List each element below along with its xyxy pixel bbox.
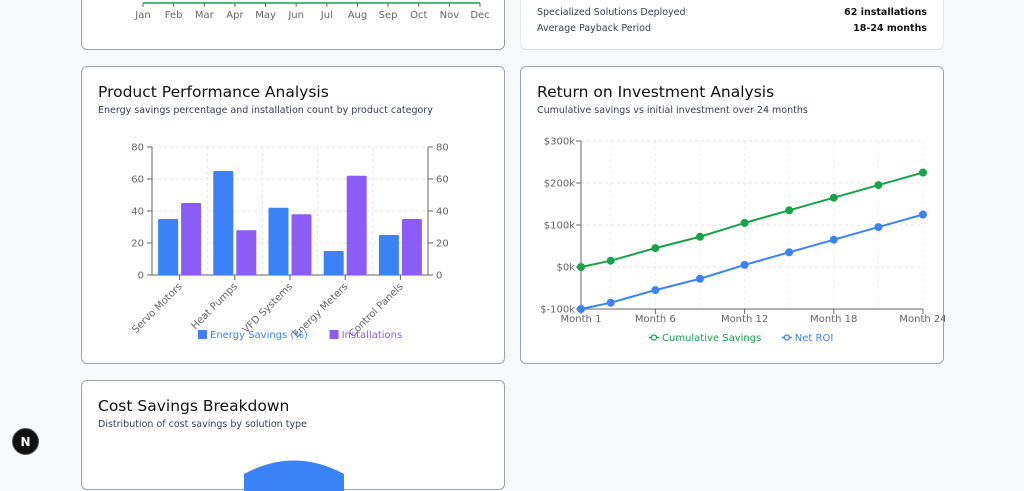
x-tick-label: Servo Motors [130, 281, 184, 335]
data-point[interactable] [874, 223, 882, 231]
x-tick-label: Sep [379, 10, 398, 21]
legend-marker [652, 335, 657, 340]
y-tick-label-left: 80 [131, 143, 144, 154]
legend-label[interactable]: Energy Savings (%) [210, 330, 308, 341]
data-point[interactable] [607, 257, 615, 265]
x-tick-label: Month 18 [810, 314, 857, 325]
bar[interactable] [379, 235, 399, 275]
x-tick-label: Feb [165, 10, 183, 21]
data-point[interactable] [830, 236, 838, 244]
x-tick-label: Month 24 [899, 314, 945, 325]
data-point[interactable] [741, 261, 749, 269]
pie-slice [244, 461, 344, 491]
cost-pie-chart [82, 381, 506, 491]
y-tick-label: $300k [544, 137, 575, 148]
x-tick-label: Aug [348, 10, 368, 21]
x-tick-label: Mar [195, 10, 215, 21]
x-tick-label: Heat Pumps [189, 281, 239, 331]
stat-row-solutions: Specialized Solutions Deployed 62 instal… [537, 7, 927, 18]
stat-value: 18-24 months [853, 23, 927, 34]
x-tick-label: Month 6 [635, 314, 676, 325]
data-point[interactable] [785, 248, 793, 256]
x-tick-label: May [255, 10, 276, 21]
x-tick-label: Nov [440, 10, 460, 21]
y-tick-label-right: 40 [436, 207, 449, 218]
y-tick-label-right: 80 [436, 143, 449, 154]
y-tick-label-left: 0 [138, 271, 144, 282]
series-line [581, 173, 923, 268]
bar[interactable] [292, 214, 312, 275]
x-tick-label: Apr [226, 10, 244, 21]
data-point[interactable] [696, 275, 704, 283]
x-tick-label: Jul [320, 10, 333, 21]
data-point[interactable] [651, 244, 659, 252]
y-tick-label-right: 0 [436, 271, 442, 282]
product-performance-card: Product Performance Analysis Energy savi… [81, 66, 505, 364]
bar[interactable] [236, 230, 256, 275]
y-tick-label: $0k [556, 263, 575, 274]
cost-savings-card: Cost Savings Breakdown Distribution of c… [81, 380, 505, 490]
data-point[interactable] [577, 305, 585, 313]
bar[interactable] [269, 208, 289, 275]
stats-card: Specialized Solutions Deployed 62 instal… [520, 0, 944, 50]
bar[interactable] [324, 251, 344, 275]
monthly-chart-card: Jan Feb Mar Apr May Jun Jul Aug Sep Oct Nov Dec [81, 0, 505, 50]
legend-swatch [330, 330, 339, 339]
y-tick-label-left: 40 [131, 207, 144, 218]
x-tick-label: Oct [410, 10, 427, 21]
x-tick-label: Dec [470, 10, 489, 21]
legend-marker [784, 335, 789, 340]
data-point[interactable] [874, 181, 882, 189]
bar[interactable] [402, 219, 422, 275]
roi-card: Return on Investment Analysis Cumulative… [520, 66, 944, 364]
legend-label[interactable]: Net ROI [795, 333, 834, 344]
stat-value: 62 installations [844, 7, 927, 18]
y-tick-label-right: 20 [436, 239, 449, 250]
bar[interactable] [213, 171, 233, 275]
stat-row-payback: Average Payback Period 18-24 months [537, 23, 927, 34]
x-tick-label: Month 12 [721, 314, 768, 325]
y-tick-label: $100k [544, 221, 575, 232]
y-tick-label-left: 20 [131, 239, 144, 250]
badge-letter: N [20, 435, 30, 449]
data-point[interactable] [696, 233, 704, 241]
y-tick-label-right: 60 [436, 175, 449, 186]
x-tick-label: Jan [134, 10, 150, 21]
nextjs-dev-badge[interactable]: N [12, 428, 39, 455]
bar[interactable] [181, 203, 201, 275]
stat-label: Average Payback Period [537, 23, 651, 34]
bar[interactable] [158, 219, 178, 275]
data-point[interactable] [919, 211, 927, 219]
legend-label[interactable]: Cumulative Savings [662, 333, 761, 344]
data-point[interactable] [830, 194, 838, 202]
x-tick-label: VFD Systems [241, 281, 295, 335]
x-tick-label: Jun [287, 10, 304, 21]
data-point[interactable] [651, 286, 659, 294]
bar[interactable] [347, 176, 367, 275]
series-line [581, 215, 923, 310]
y-tick-label: $200k [544, 179, 575, 190]
monthly-chart-x-axis: Jan Feb Mar Apr May Jun Jul Aug Sep Oct Nov Dec [82, 0, 506, 51]
x-tick-label: Month 1 [561, 314, 602, 325]
y-tick-label-left: 60 [131, 175, 144, 186]
legend-label[interactable]: Installations [342, 330, 403, 341]
stat-label: Specialized Solutions Deployed [537, 7, 686, 18]
data-point[interactable] [785, 206, 793, 214]
data-point[interactable] [919, 169, 927, 177]
data-point[interactable] [741, 219, 749, 227]
data-point[interactable] [607, 299, 615, 307]
legend-swatch [198, 330, 207, 339]
data-point[interactable] [577, 263, 585, 271]
